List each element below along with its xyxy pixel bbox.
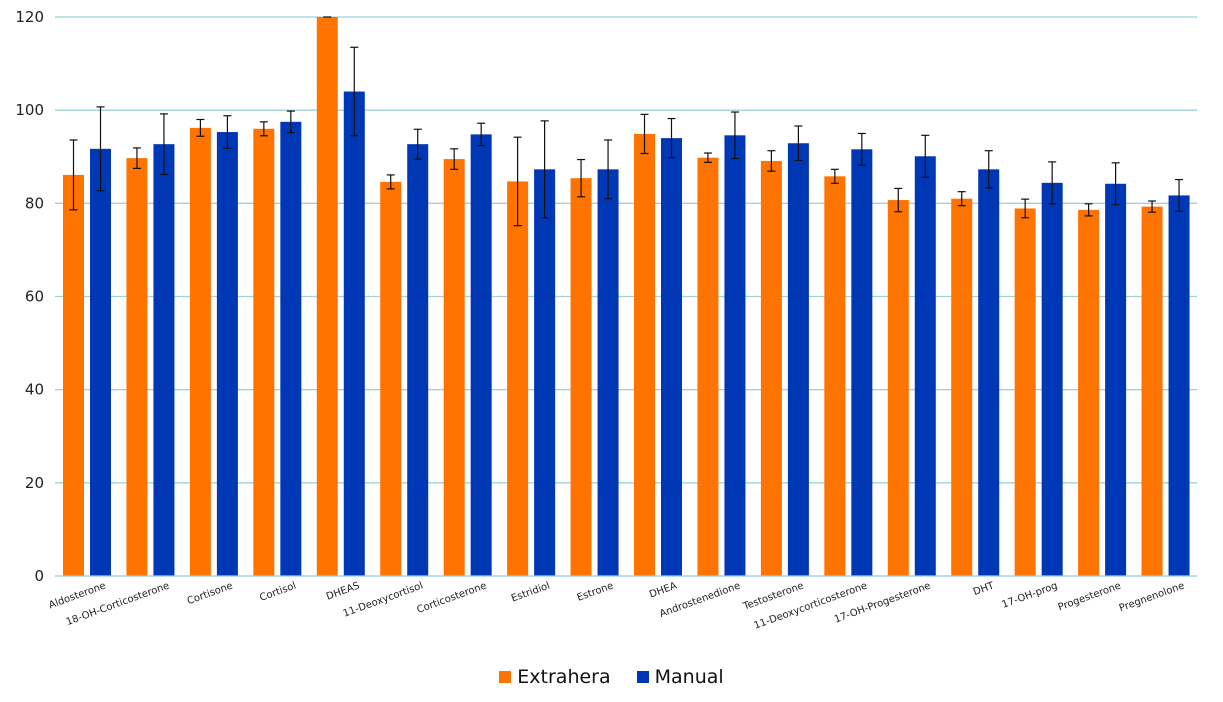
legend-item-manual: Manual [636,666,724,688]
x-tick-label: DHEAS [325,580,361,602]
bar-extrahera [63,174,84,577]
y-tick-label: 100 [15,101,44,119]
bar-manual [724,135,746,577]
bar-extrahera [951,198,973,577]
x-tick-label: 11-Deoxycorticosterone [753,580,869,631]
y-tick-label: 40 [25,381,44,399]
bar-manual [914,156,936,576]
bar-manual [470,134,492,576]
bar-manual [216,132,238,576]
bar-extrahera [1141,206,1163,576]
y-tick-label: 120 [15,8,44,26]
bar-extrahera [189,127,211,576]
x-tick-label: Corticosterone [415,580,488,615]
bar-manual [1168,195,1190,576]
bar-extrahera [380,181,402,576]
bar-manual [661,138,682,576]
x-tick-label: 18-OH-Corticosterone [65,580,171,628]
x-tick-label: 17-OH-prog [1001,580,1060,610]
bar-extrahera [1078,209,1100,577]
y-tick-label: 60 [25,288,44,306]
legend-item-extrahera: Extrahera [499,666,611,688]
bar-extrahera [316,17,338,576]
bar-extrahera [1014,208,1036,576]
bar-extrahera [887,200,909,576]
bar-extrahera [634,133,655,576]
y-tick-label: 0 [34,567,44,585]
x-tick-label: Cortisol [258,580,297,603]
legend: Extrahera Manual [0,666,1223,688]
bar-extrahera [126,158,148,576]
bar-manual [90,148,111,577]
legend-label-manual: Manual [654,666,724,688]
y-tick-label: 80 [25,194,44,212]
bar-manual [1041,182,1063,576]
bar-manual [597,169,619,576]
bar-manual [1105,183,1127,577]
bar-manual [153,144,175,577]
x-tick-label: Estrone [576,580,615,603]
bar-extrahera [443,159,465,576]
x-tick-label: DHT [972,580,997,598]
bar-manual [787,143,809,576]
bar-extrahera [824,176,846,576]
legend-swatch-manual [636,671,649,683]
bar-manual [280,121,302,576]
bar-manual [978,169,1000,576]
x-tick-label: Pregnenolone [1118,580,1186,614]
bar-manual [343,91,365,577]
x-tick-label: Progesterone [1057,580,1123,613]
bar-extrahera [570,178,592,576]
bar-chart: 020406080100120Aldosterone18-OH-Corticos… [15,8,1197,632]
x-tick-label: Cortisone [186,580,235,607]
y-tick-label: 20 [25,474,44,492]
bar-manual [851,149,873,576]
legend-swatch-extrahera [499,671,512,683]
bar-manual [407,144,429,577]
bar-manual [534,169,556,576]
bar-extrahera [507,181,529,577]
bar-extrahera [697,157,719,576]
legend-label-extrahera: Extrahera [517,666,611,688]
bar-extrahera [253,128,275,577]
x-tick-label: Estridiol [510,580,552,604]
x-tick-label: DHEA [648,580,679,600]
bar-extrahera [760,160,782,576]
